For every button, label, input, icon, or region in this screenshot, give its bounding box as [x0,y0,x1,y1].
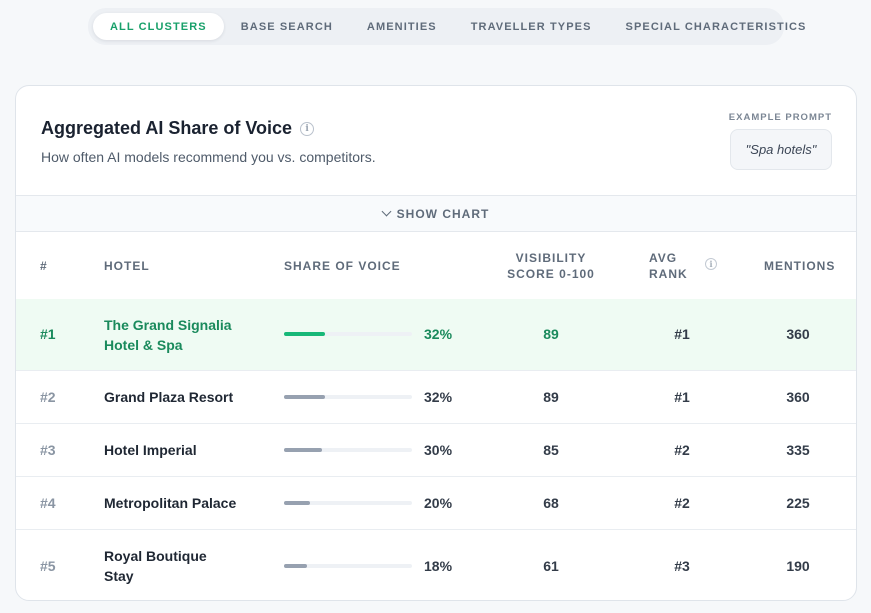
header-visibility[interactable]: VISIBILITY SCORE 0-100 [494,250,608,282]
card-title: Aggregated AI Share of Voice [41,118,293,138]
row-rank: #4 [40,495,56,511]
tab-special-characteristics[interactable]: SPECIAL CHARACTERISTICS [625,20,807,33]
table-row[interactable]: #1 The Grand Signalia Hotel & Spa 32% 89… [16,299,856,370]
table-row[interactable]: #2 Grand Plaza Resort 32% 89 #1 360 [16,370,856,423]
header-share-of-voice[interactable]: SHARE OF VOICE [284,259,401,273]
row-hotel-name: The Grand Signalia Hotel & Spa [104,317,232,353]
card-header: Aggregated AI Share of Voice i How often… [16,86,856,195]
row-hotel-name: Hotel Imperial [104,442,197,458]
row-visibility: 89 [543,326,559,342]
header-rank: # [40,259,48,273]
row-rank: #3 [40,442,56,458]
share-bar-fill [284,448,323,452]
row-visibility: 68 [543,495,559,511]
row-avg-rank: #1 [674,326,690,342]
row-avg-rank: #1 [674,389,690,405]
header-avg-rank-line2: RANK [649,267,688,281]
header-avg-rank[interactable]: AVG RANK [649,250,688,282]
row-rank: #2 [40,389,56,405]
tab-traveller-types[interactable]: TRAVELLER TYPES [470,20,592,33]
show-chart-button[interactable]: SHOW CHART [16,195,856,232]
row-avg-rank: #2 [674,495,690,511]
chevron-down-icon [381,206,392,217]
example-prompt-label: EXAMPLE PROMPT [728,112,832,123]
header-visibility-line2: SCORE 0-100 [507,267,595,281]
share-of-voice-card: Aggregated AI Share of Voice i How often… [15,85,857,601]
share-bar [284,501,412,505]
row-hotel-name: Metropolitan Palace [104,495,237,511]
table-row[interactable]: #3 Hotel Imperial 30% 85 #2 335 [16,423,856,476]
card-title-wrap: Aggregated AI Share of Voice i [41,118,315,139]
share-bar-fill [284,395,325,399]
card-subtitle: How often AI models recommend you vs. co… [41,149,376,165]
show-chart-label: SHOW CHART [396,206,490,221]
header-avg-rank-line1: AVG [649,251,678,265]
info-icon[interactable]: i [300,121,315,136]
avg-rank-info-icon[interactable]: i [705,258,717,270]
share-bar-fill [284,501,310,505]
row-mentions: 360 [786,326,810,342]
row-mentions: 190 [786,558,810,574]
row-mentions: 335 [786,442,810,458]
header-visibility-line1: VISIBILITY [515,251,587,265]
row-avg-rank: #2 [674,442,690,458]
row-visibility: 89 [543,389,559,405]
example-prompt-box: "Spa hotels" [730,129,832,170]
header-hotel[interactable]: HOTEL [104,259,150,273]
cluster-tabs: ALL CLUSTERS BASE SEARCH AMENITIES TRAVE… [88,8,805,45]
share-bar [284,564,412,568]
row-share-pct: 20% [424,495,453,511]
share-bar-fill [284,564,308,568]
share-bar-fill [284,332,325,336]
row-share-pct: 30% [424,442,453,458]
table-header: # HOTEL SHARE OF VOICE VISIBILITY SCORE … [16,232,856,299]
table-row[interactable]: #4 Metropolitan Palace 20% 68 #2 225 [16,476,856,529]
tab-base-search[interactable]: BASE SEARCH [240,20,333,33]
row-hotel-name: Royal Boutique Stay [104,548,207,584]
row-avg-rank: #3 [674,558,690,574]
row-visibility: 85 [543,442,559,458]
tab-amenities[interactable]: AMENITIES [366,20,437,33]
row-visibility: 61 [543,558,559,574]
share-bar [284,395,412,399]
table-row[interactable]: #5 Royal Boutique Stay 18% 61 #3 190 [16,529,856,600]
row-rank: #1 [40,326,56,342]
row-share-pct: 32% [424,389,453,405]
row-hotel-name: Grand Plaza Resort [104,389,234,405]
share-bar [284,448,412,452]
tab-all-clusters[interactable]: ALL CLUSTERS [93,13,224,40]
row-share-pct: 32% [424,326,453,342]
row-mentions: 360 [786,389,810,405]
share-bar [284,332,412,336]
header-mentions[interactable]: MENTIONS [764,259,836,273]
row-share-pct: 18% [424,558,453,574]
row-mentions: 225 [786,495,810,511]
row-rank: #5 [40,558,56,574]
